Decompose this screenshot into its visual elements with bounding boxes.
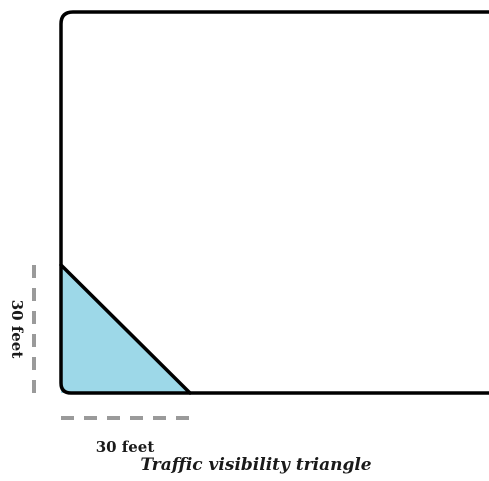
lot-outline — [59, 10, 489, 395]
triangle-hypotenuse — [59, 263, 192, 395]
diagram-caption: Traffic visibility triangle — [140, 455, 372, 475]
horizontal-dimension-label: 30 feet — [95, 438, 155, 456]
vertical-dimension-label: 30 feet — [8, 299, 26, 359]
